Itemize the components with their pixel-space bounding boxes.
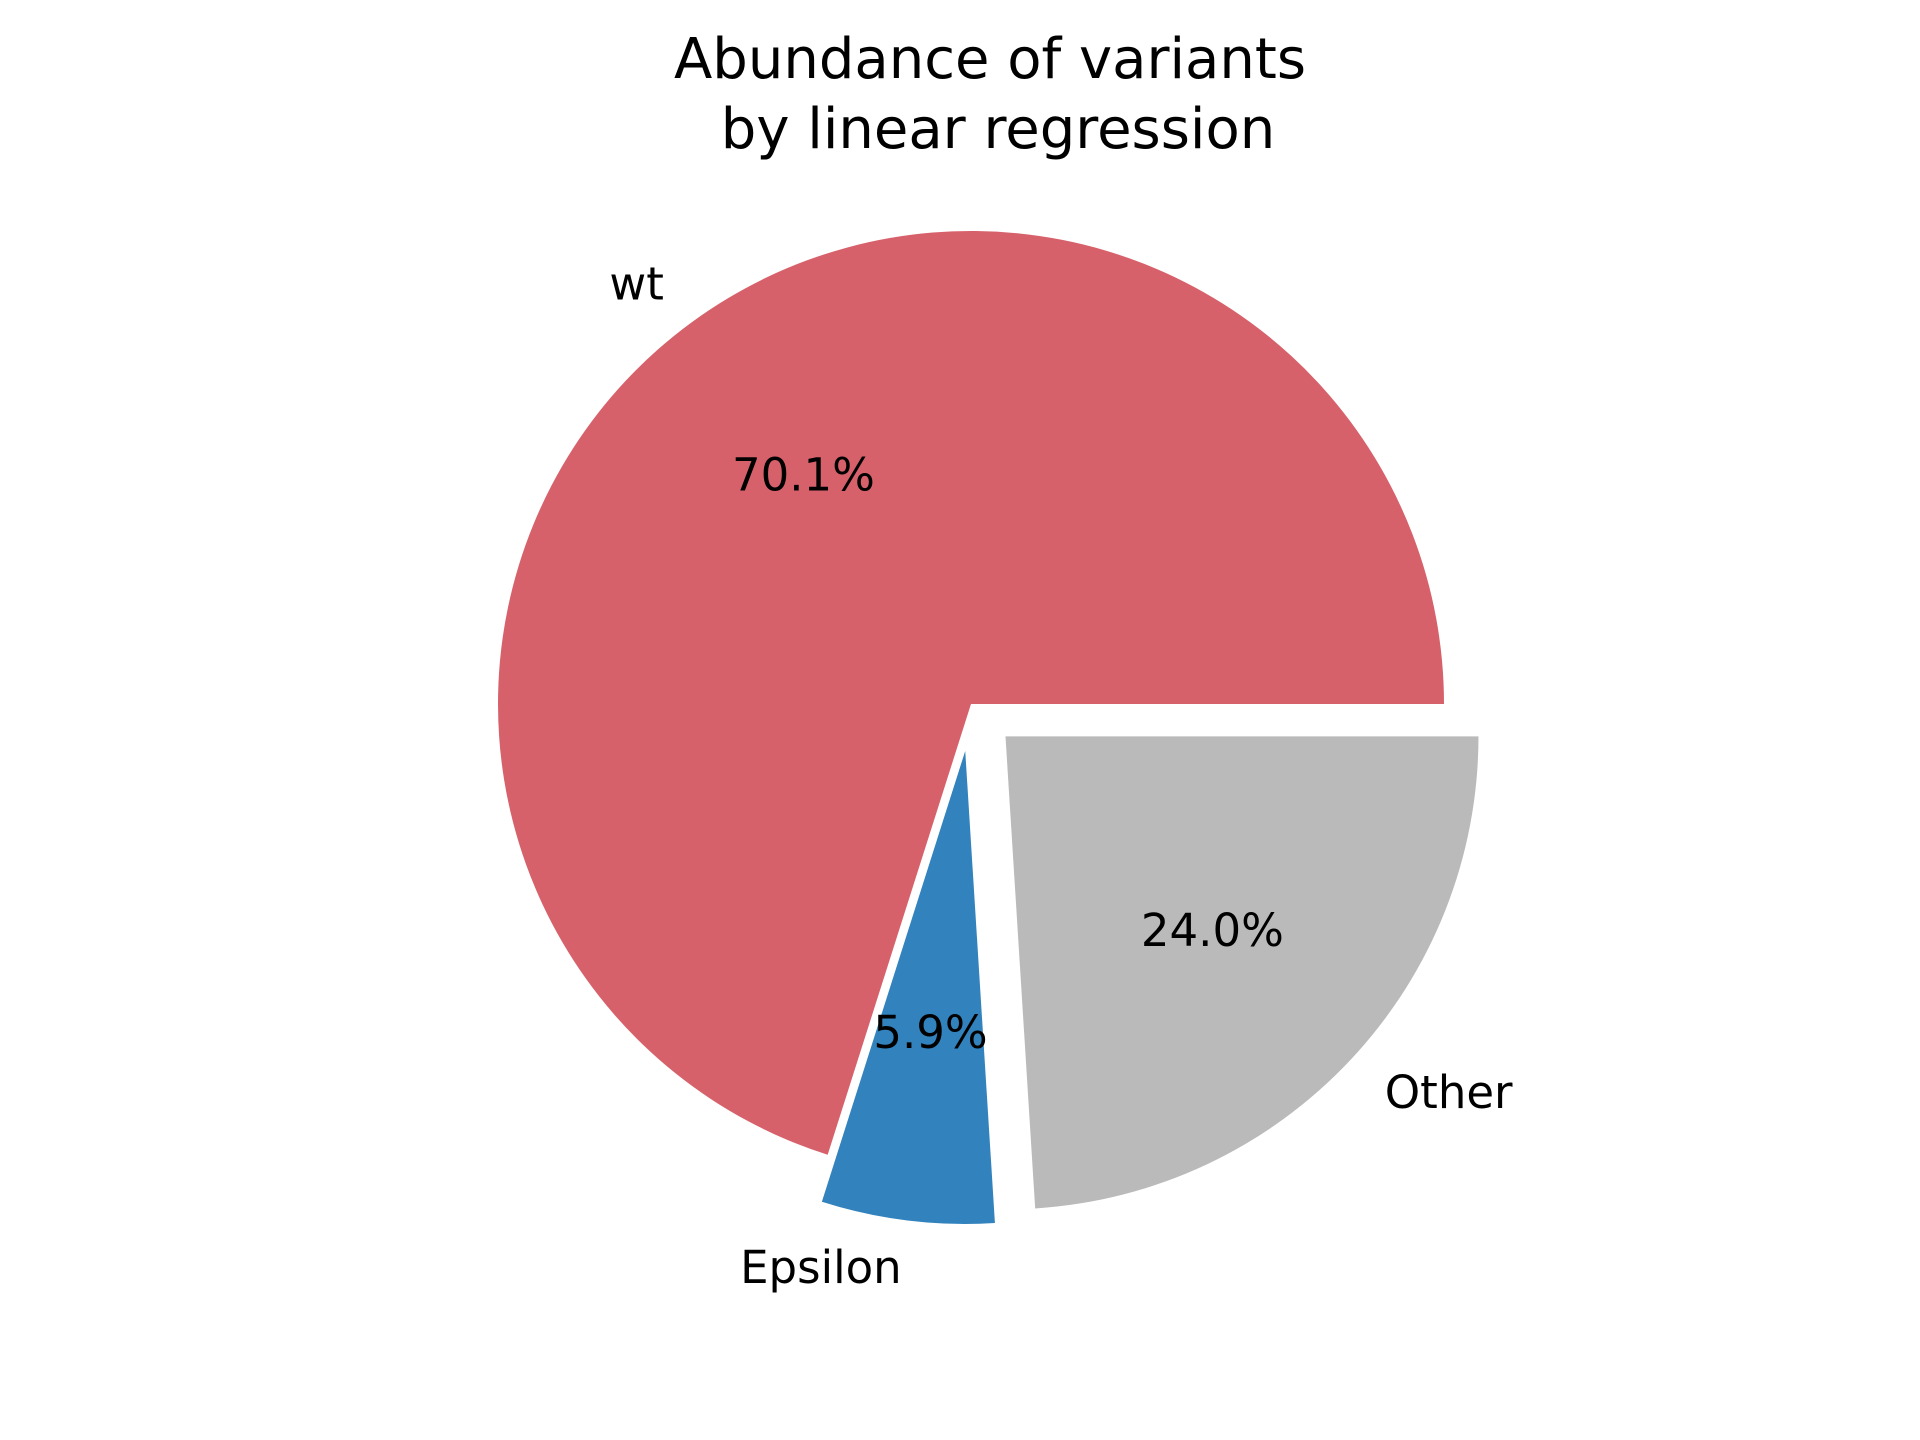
pie-slice-epsilon bbox=[821, 750, 995, 1224]
chart-title-line-1: Abundance of variants bbox=[674, 27, 1306, 92]
slice-label-epsilon: Epsilon bbox=[740, 1241, 902, 1294]
chart-title-line-2: by linear regression bbox=[721, 97, 1275, 162]
pct-label-wt: 70.1% bbox=[732, 448, 875, 501]
pie-labels: wt 70.1% Epsilon 5.9% Other 24.0% bbox=[609, 258, 1513, 1294]
pct-label-other: 24.0% bbox=[1141, 904, 1284, 957]
pie-slice-wt bbox=[498, 231, 1444, 1155]
pct-label-epsilon: 5.9% bbox=[873, 1006, 987, 1059]
pie-slice-other bbox=[1005, 736, 1479, 1209]
slice-label-wt: wt bbox=[609, 258, 663, 311]
slice-label-other: Other bbox=[1385, 1066, 1513, 1119]
pie-slices bbox=[498, 231, 1479, 1224]
